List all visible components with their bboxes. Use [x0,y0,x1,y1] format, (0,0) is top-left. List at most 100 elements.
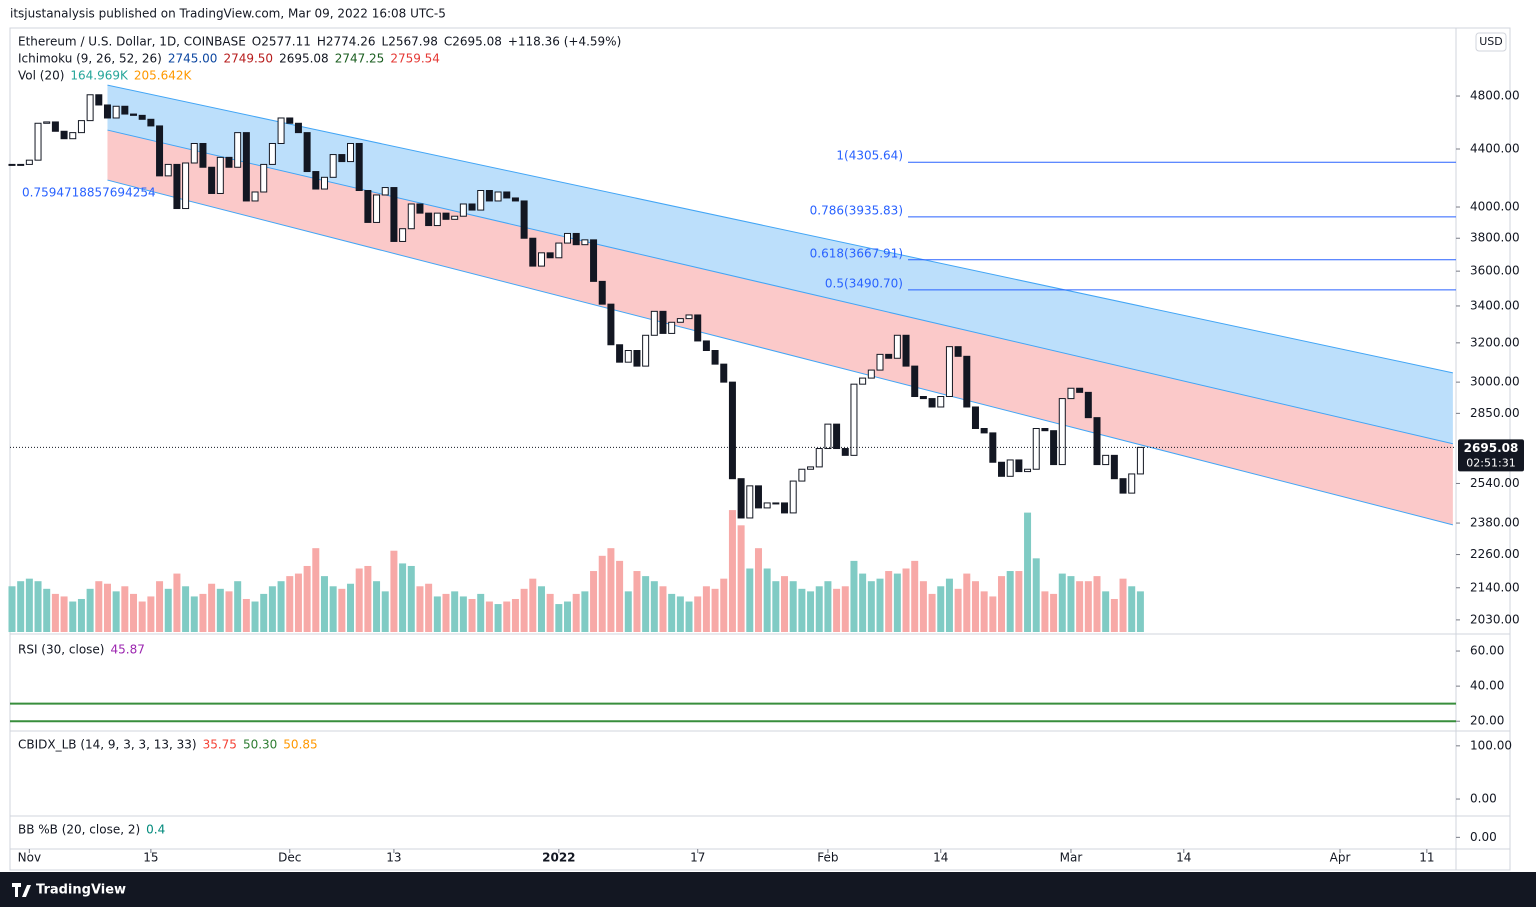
plot-layer: 4800.00 4400.00 4000.00 3800.00 3600.00 3400.… [8,35,1524,865]
legend-title: Vol (20) [18,69,64,83]
y-tick-label: 2380.00 [1470,516,1520,530]
candle [1015,459,1023,473]
candle [364,190,372,223]
volume-bar [86,588,94,632]
channel-line [107,179,1453,526]
volume-bar [399,563,407,632]
candle [381,187,389,196]
volume-bar [225,591,233,632]
volume-bar [286,576,294,632]
fib-label: 0.618(3667.91) [810,246,903,260]
currency-box[interactable] [1475,32,1507,52]
y-tick-label: 3600.00 [1470,264,1520,278]
volume-bar [268,586,276,632]
volume-bar [833,588,841,632]
candle [607,303,615,346]
legend-title: BB %B (20, close, 2) [18,823,140,837]
candle [459,203,467,217]
fib-label: 1(4305.64) [836,149,903,163]
candle [859,377,867,385]
candle [624,350,632,363]
volume-bar [329,586,337,632]
candle [320,176,328,190]
volume-bar [1136,591,1144,632]
x-tick-label: Mar [1060,851,1083,865]
candle [173,163,181,210]
volume-bar [1128,586,1136,632]
candle [121,105,129,115]
candle [850,383,858,456]
volume-bar [616,560,624,632]
candle [1128,473,1136,494]
volume-bar [746,568,754,632]
y-tick-label: 3200.00 [1470,335,1520,349]
candle [945,346,953,398]
volume-bar [1050,593,1058,632]
volume-bar [893,573,901,632]
volume-bar [390,550,398,632]
candle [919,396,927,400]
legend-title: RSI (30, close) [18,643,104,657]
legend-value: 164.969K [70,69,129,83]
candle [893,334,901,359]
volume-bar [789,581,797,632]
legend-value: 2749.50 [223,52,273,66]
candle [355,142,363,192]
candle [242,132,250,202]
volume-bar [242,598,250,632]
brand-logo [12,883,31,897]
candle [182,162,190,210]
volume-bar [928,593,936,632]
candle [1136,446,1144,475]
volume-bar [294,573,302,632]
volume-bar [156,581,164,632]
legend-value: O2577.11 [252,35,311,49]
volume-bar [1110,598,1118,632]
volume-bar [260,593,268,632]
channel-line [107,129,1453,445]
volume-bar [112,591,120,632]
candle [51,121,59,132]
volume-bar [685,601,693,632]
y-tick-label: 4000.00 [1470,200,1520,214]
volume-bar [572,593,580,632]
volume-bar [1119,578,1127,632]
candle [555,242,563,259]
y-tick-label: 3800.00 [1470,231,1520,245]
volume-bar [581,591,589,632]
volume-bar [537,586,545,632]
volume-bar [980,591,988,632]
volume-bar [1076,581,1084,632]
volume-bar [1006,571,1014,632]
volume-bar [164,588,172,632]
volume-bar [1084,581,1092,632]
candle [1041,427,1049,432]
candle [407,203,415,230]
volume-bar [728,510,736,632]
y-tick-label: 2140.00 [1470,580,1520,594]
candle [373,194,381,223]
candle [798,468,806,482]
candle [338,154,346,163]
volume-bar [503,601,511,632]
candle [294,122,302,134]
y-tick-label: 100.00 [1470,738,1512,752]
candle [156,125,164,177]
volume-bar [477,593,485,632]
candle [69,132,77,140]
legend-value: 45.87 [110,643,144,657]
candle [147,118,155,127]
volume-bar [841,586,849,632]
volume-bar [737,525,745,632]
volume-bar [199,593,207,632]
candle [277,117,285,144]
candle [312,171,320,190]
volume-bar [859,573,867,632]
candle [1024,468,1032,473]
publisher: itsjustanalysis published on TradingView… [10,7,446,21]
volume-bar [17,581,25,632]
candle [251,191,259,202]
candle [451,215,459,220]
candle [737,478,745,519]
volume-bar [25,578,33,632]
